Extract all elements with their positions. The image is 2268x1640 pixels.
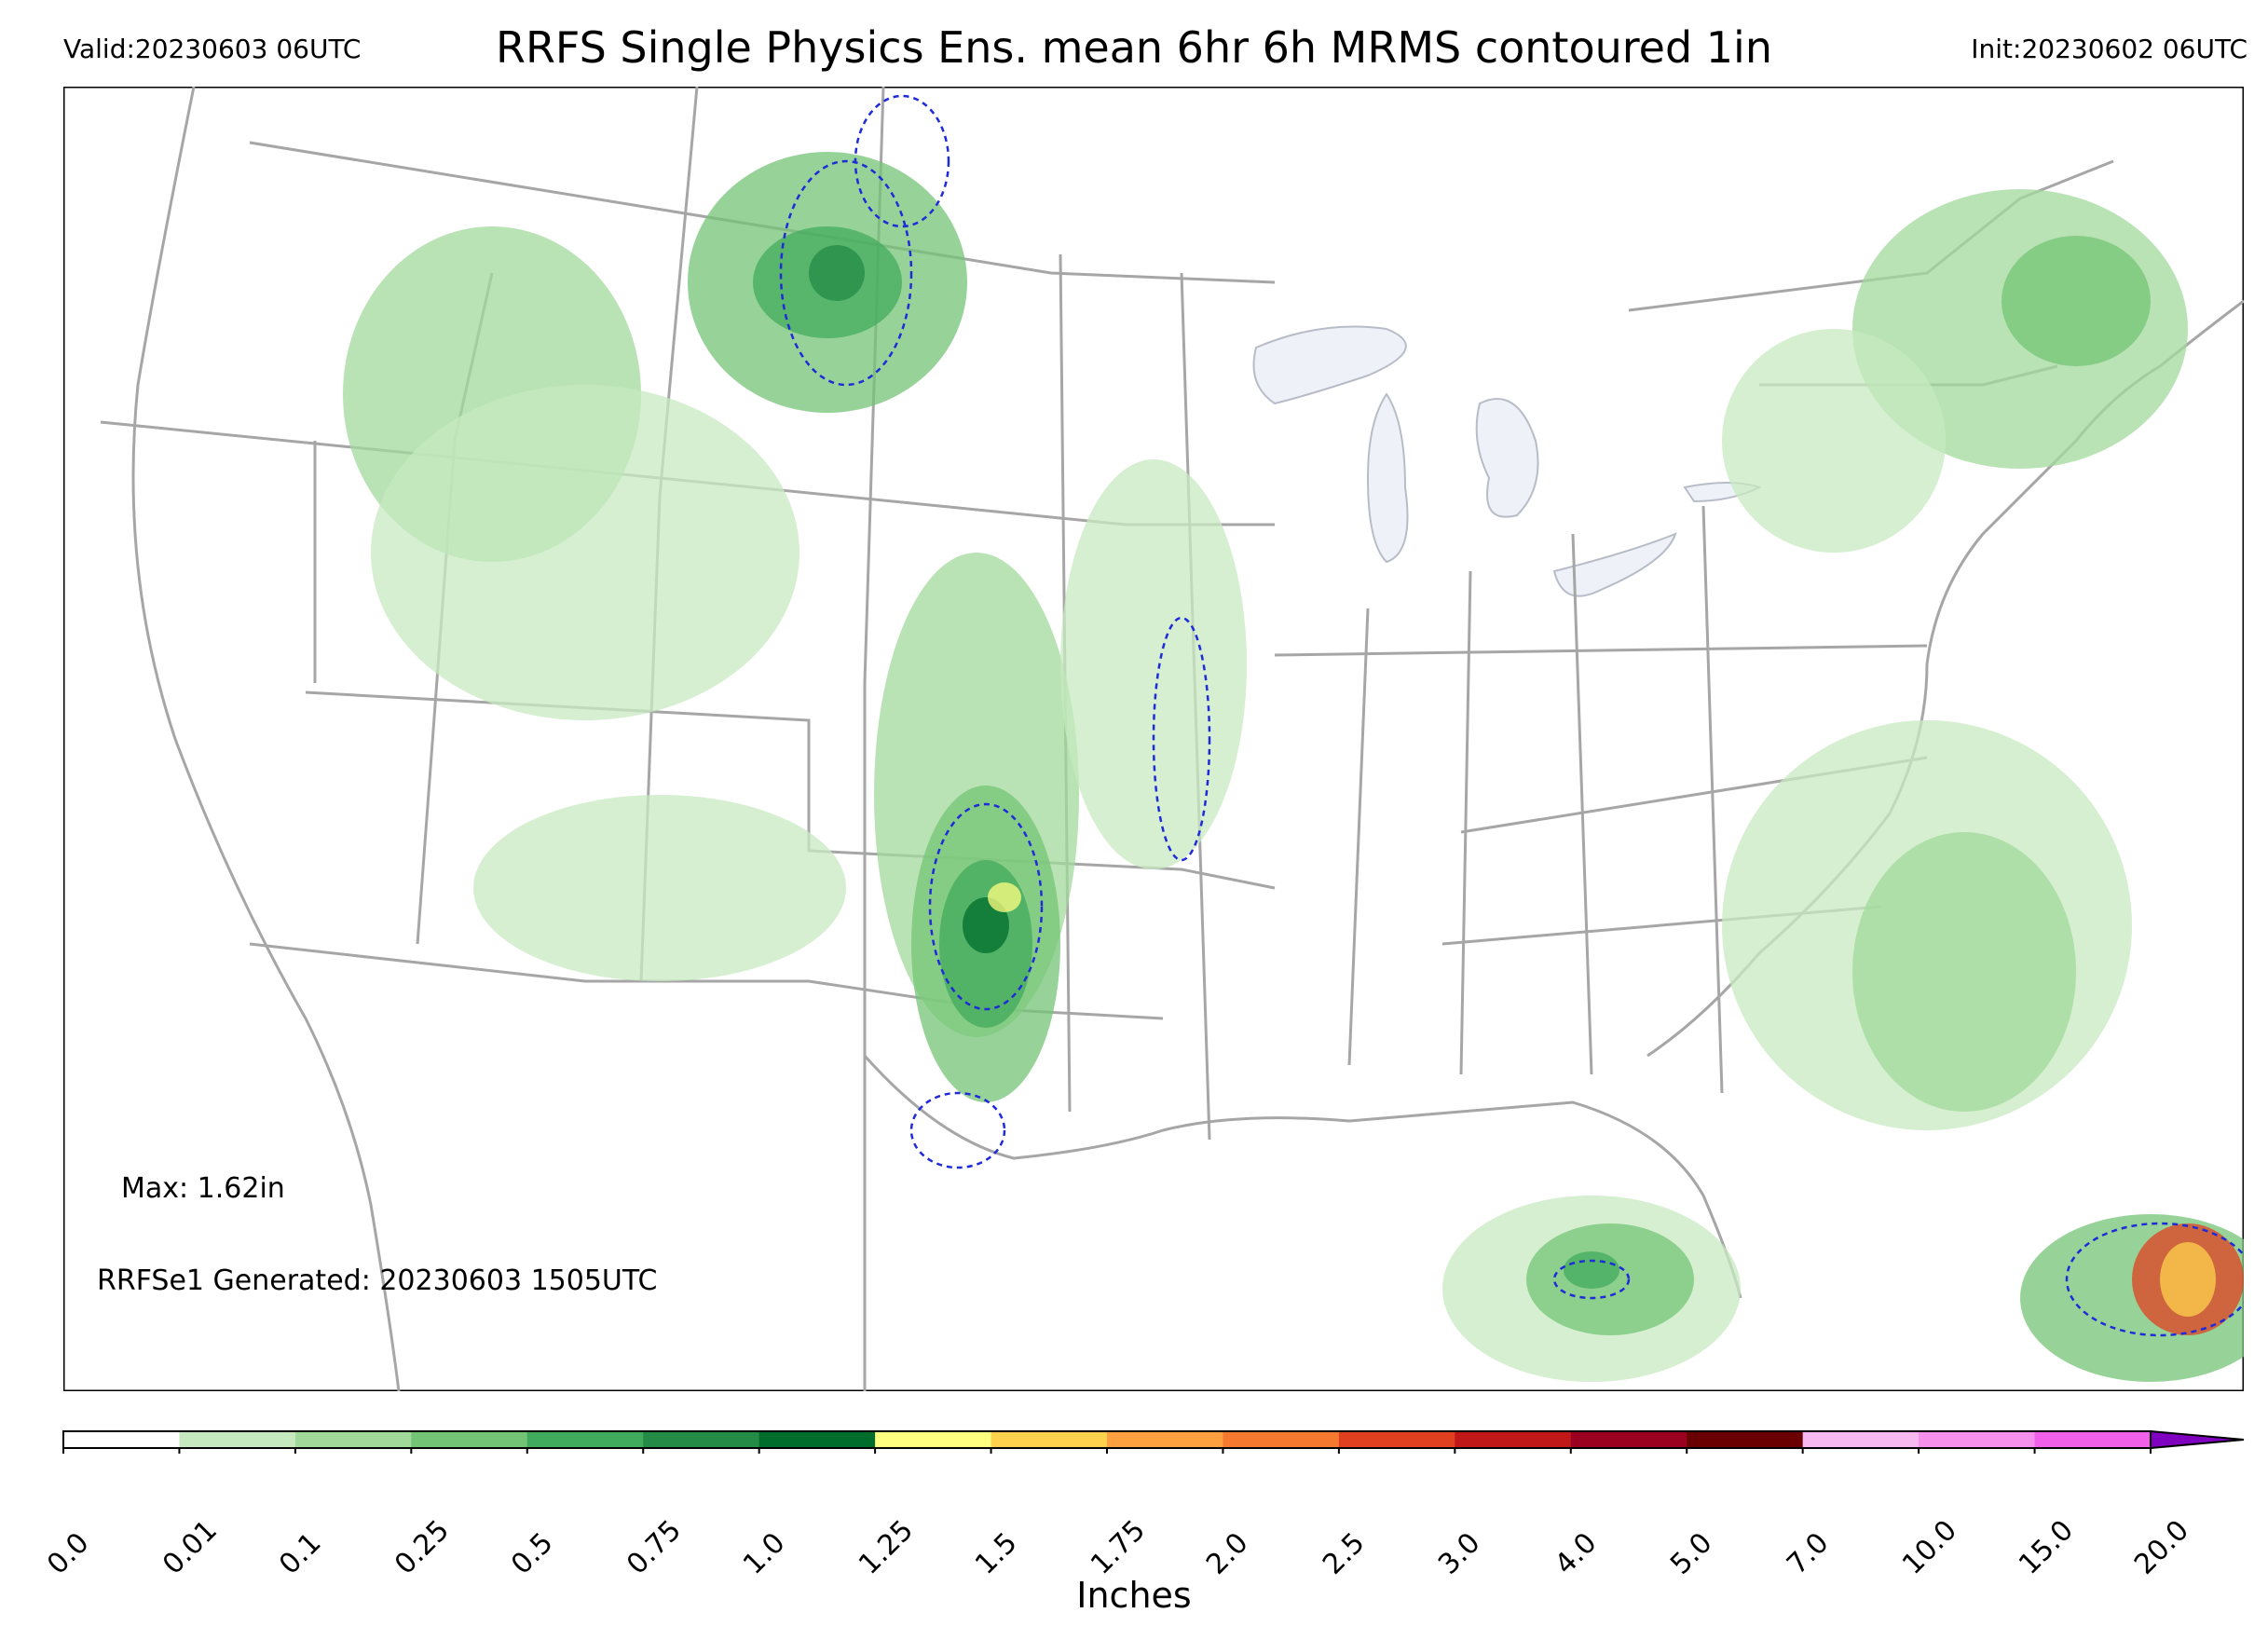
precip-map bbox=[63, 87, 2244, 1391]
max-value-note: Max: 1.62in bbox=[121, 1172, 285, 1205]
colorbar-segment bbox=[526, 1431, 644, 1448]
colorbar-tick-label: 10.0 bbox=[1896, 1513, 1964, 1581]
colorbar-segment bbox=[1107, 1431, 1223, 1448]
init-time: Init:20230602 06UTC bbox=[1971, 34, 2248, 64]
colorbar-segment bbox=[411, 1431, 528, 1448]
colorbar-segment bbox=[1687, 1431, 1804, 1448]
map-title: RRFS Single Physics Ens. mean 6hr 6h MRM… bbox=[496, 22, 1772, 73]
colorbar-segment bbox=[1223, 1431, 1340, 1448]
colorbar bbox=[62, 1429, 2245, 1454]
colorbar-tick-label: 0.75 bbox=[621, 1513, 689, 1581]
colorbar-segment bbox=[1802, 1431, 1920, 1448]
colorbar-segment bbox=[2034, 1431, 2152, 1448]
mrms-1in-contours bbox=[779, 94, 2244, 1337]
colorbar-segment bbox=[758, 1431, 876, 1448]
colorbar-tick-label: 0.0 bbox=[41, 1526, 96, 1581]
colorbar-segment bbox=[179, 1431, 296, 1448]
colorbar-segment bbox=[643, 1431, 760, 1448]
colorbar-segment bbox=[1455, 1431, 1572, 1448]
colorbar-tick-label: 1.5 bbox=[968, 1526, 1024, 1581]
colorbar-segment bbox=[63, 1431, 180, 1448]
colorbar-segment bbox=[1570, 1431, 1687, 1448]
colorbar-tick-label: 3.0 bbox=[1432, 1526, 1487, 1581]
lakes bbox=[1252, 325, 1762, 597]
colorbar-tick-label: 2.0 bbox=[1200, 1526, 1255, 1581]
colorbar-label: Inches bbox=[1076, 1575, 1192, 1616]
colorbar-segment bbox=[294, 1431, 412, 1448]
colorbar-tick-label: 20.0 bbox=[2128, 1513, 2195, 1581]
precip-field bbox=[343, 152, 2244, 1382]
colorbar-tick-label: 1.0 bbox=[736, 1526, 792, 1581]
colorbar-extend-arrow bbox=[2150, 1429, 2245, 1450]
colorbar-tick-label: 0.25 bbox=[389, 1513, 457, 1581]
colorbar-tick-label: 2.5 bbox=[1316, 1526, 1372, 1581]
colorbar-tick-label: 0.01 bbox=[157, 1513, 225, 1581]
colorbar-tick-label: 5.0 bbox=[1664, 1526, 1719, 1581]
colorbar-segment bbox=[991, 1431, 1108, 1448]
colorbar-tick-label: 0.5 bbox=[504, 1526, 560, 1581]
colorbar-tick-label: 7.0 bbox=[1780, 1526, 1836, 1581]
colorbar-tick-label: 1.25 bbox=[853, 1513, 921, 1581]
colorbar-tick-label: 1.75 bbox=[1085, 1513, 1152, 1581]
colorbar-segment bbox=[1338, 1431, 1455, 1448]
colorbar-segment bbox=[1919, 1431, 2036, 1448]
colorbar-segment bbox=[875, 1431, 992, 1448]
colorbar-tick-label: 0.1 bbox=[272, 1526, 328, 1581]
colorbar-tick-label: 4.0 bbox=[1548, 1526, 1604, 1581]
colorbar-tick-label: 15.0 bbox=[2012, 1513, 2080, 1581]
valid-time: Valid:20230603 06UTC bbox=[63, 34, 362, 64]
generated-note: RRFSe1 Generated: 20230603 1505UTC bbox=[97, 1264, 658, 1297]
